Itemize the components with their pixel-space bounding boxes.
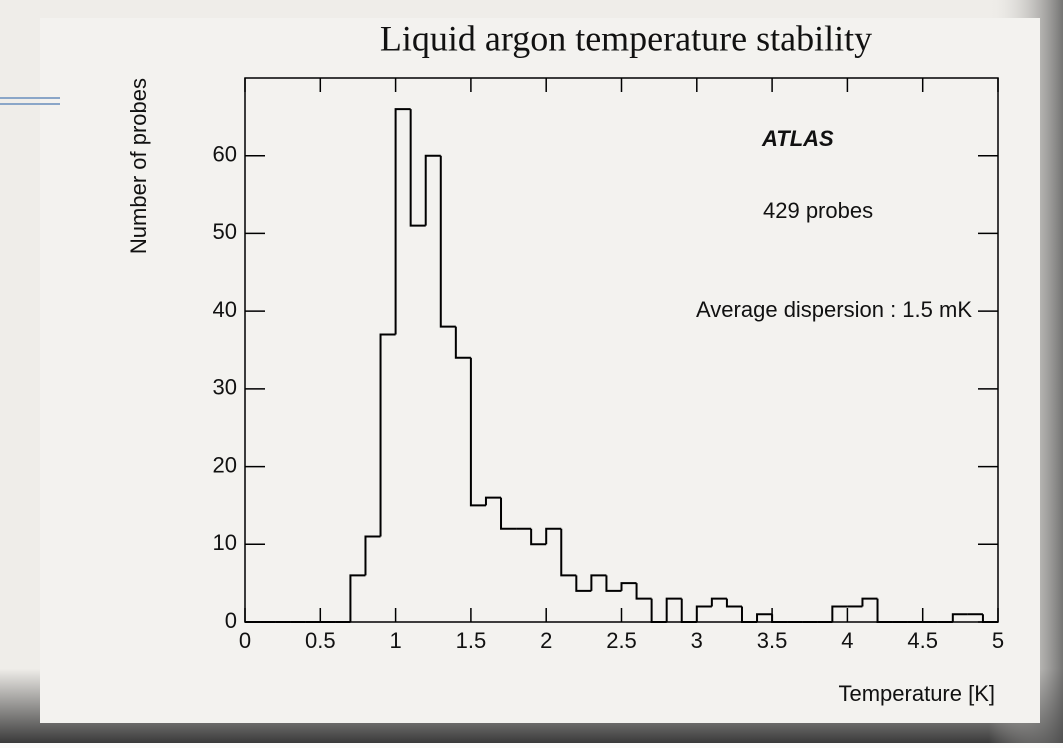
histogram-bin [710, 597, 727, 607]
histogram-bin [861, 597, 878, 607]
histogram-bin [981, 614, 998, 623]
x-axis-label: Temperature [K] [838, 681, 995, 706]
histogram-bin [545, 527, 562, 545]
x-tick-label: 1 [389, 628, 401, 653]
histogram-bin [951, 613, 968, 622]
histogram-bin [831, 605, 848, 622]
histogram-bin [439, 155, 456, 328]
histogram-bin [454, 326, 471, 359]
y-axis-label: Number of probes [126, 78, 151, 254]
histogram-bin [469, 357, 486, 507]
histogram-bin [771, 614, 788, 623]
histogram-bin [530, 528, 547, 546]
histogram-bin [876, 598, 893, 623]
y-tick-label: 30 [213, 375, 237, 400]
y-tick-label: 20 [213, 452, 237, 477]
histogram-bin [756, 613, 773, 622]
histogram-bin [725, 598, 742, 608]
x-tick-label: 1.5 [456, 628, 487, 653]
annotation: Average dispersion : 1.5 mK [696, 297, 972, 322]
y-tick-label: 40 [213, 297, 237, 322]
x-tick-label: 2.5 [606, 628, 637, 653]
histogram-bin [695, 605, 712, 622]
histogram-bin [650, 598, 667, 623]
histogram-bin [605, 575, 622, 592]
histogram-bin [620, 582, 637, 591]
x-tick-label: 2 [540, 628, 552, 653]
histogram-bin [500, 497, 517, 530]
x-tick-label: 5 [992, 628, 1004, 653]
histogram-bin [575, 575, 592, 592]
annotation: ATLAS [761, 126, 834, 151]
x-tick-label: 3 [691, 628, 703, 653]
histogram-bin [409, 109, 426, 227]
annotation: 429 probes [763, 198, 873, 223]
histogram-bin [665, 597, 682, 622]
histogram-bin [424, 154, 441, 226]
y-tick-label: 10 [213, 530, 237, 555]
x-tick-label: 0.5 [305, 628, 336, 653]
paper-inner [40, 18, 1040, 723]
histogram-bin [379, 333, 396, 537]
histogram-bin [484, 496, 502, 506]
x-tick-label: 4.5 [907, 628, 938, 653]
x-tick-label: 0 [239, 628, 251, 653]
histogram-bin [740, 606, 758, 623]
histogram-bin [560, 528, 577, 577]
chart-title: Liquid argon temperature stability [380, 18, 872, 58]
histogram-bin [394, 108, 411, 335]
y-tick-label: 60 [213, 142, 237, 167]
histogram-bin [680, 598, 697, 623]
histogram-bin [349, 574, 366, 622]
histogram-bin [635, 583, 652, 600]
histogram-bin [364, 535, 381, 576]
histogram-bin [590, 574, 607, 591]
y-tick-label: 50 [213, 219, 237, 244]
y-tick-label: 0 [225, 608, 237, 633]
x-tick-label: 3.5 [757, 628, 788, 653]
x-tick-label: 4 [841, 628, 853, 653]
